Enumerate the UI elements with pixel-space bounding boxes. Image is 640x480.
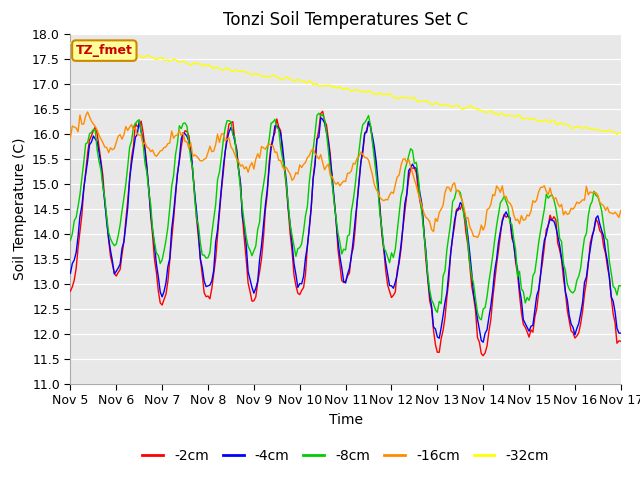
- X-axis label: Time: Time: [328, 413, 363, 427]
- Text: TZ_fmet: TZ_fmet: [76, 44, 132, 57]
- Title: Tonzi Soil Temperatures Set C: Tonzi Soil Temperatures Set C: [223, 11, 468, 29]
- Legend: -2cm, -4cm, -8cm, -16cm, -32cm: -2cm, -4cm, -8cm, -16cm, -32cm: [136, 444, 555, 468]
- Y-axis label: Soil Temperature (C): Soil Temperature (C): [13, 138, 26, 280]
